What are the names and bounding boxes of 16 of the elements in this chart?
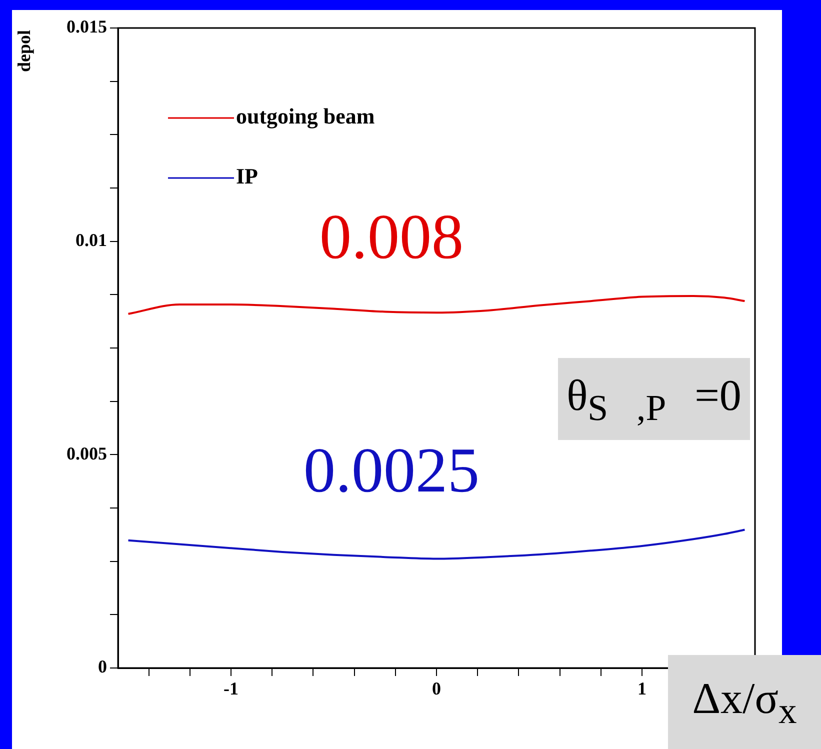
y-tick-label: 0.015 [66,16,107,37]
y-tick-label: 0.01 [76,230,107,250]
x-axis-title: Δx/σ$_{x}$ [692,672,797,732]
annotation: 0.008 [320,200,464,272]
legend-label: outgoing beam [236,104,375,129]
annotation: θ$_{S⃗,P⃗}$=0 [566,370,742,428]
line-series [127,528,746,560]
y-tick-label: 0 [98,656,107,677]
y-tick-label: 0.005 [66,443,107,464]
x-tick-label: -1 [224,678,239,698]
y-axis-title: depol [14,30,35,72]
legend-label: IP [236,164,258,189]
line-series [127,294,746,315]
annotation: 0.0025 [304,434,480,506]
x-tick-label: 0 [432,678,441,698]
x-tick-label: 1 [637,678,646,698]
